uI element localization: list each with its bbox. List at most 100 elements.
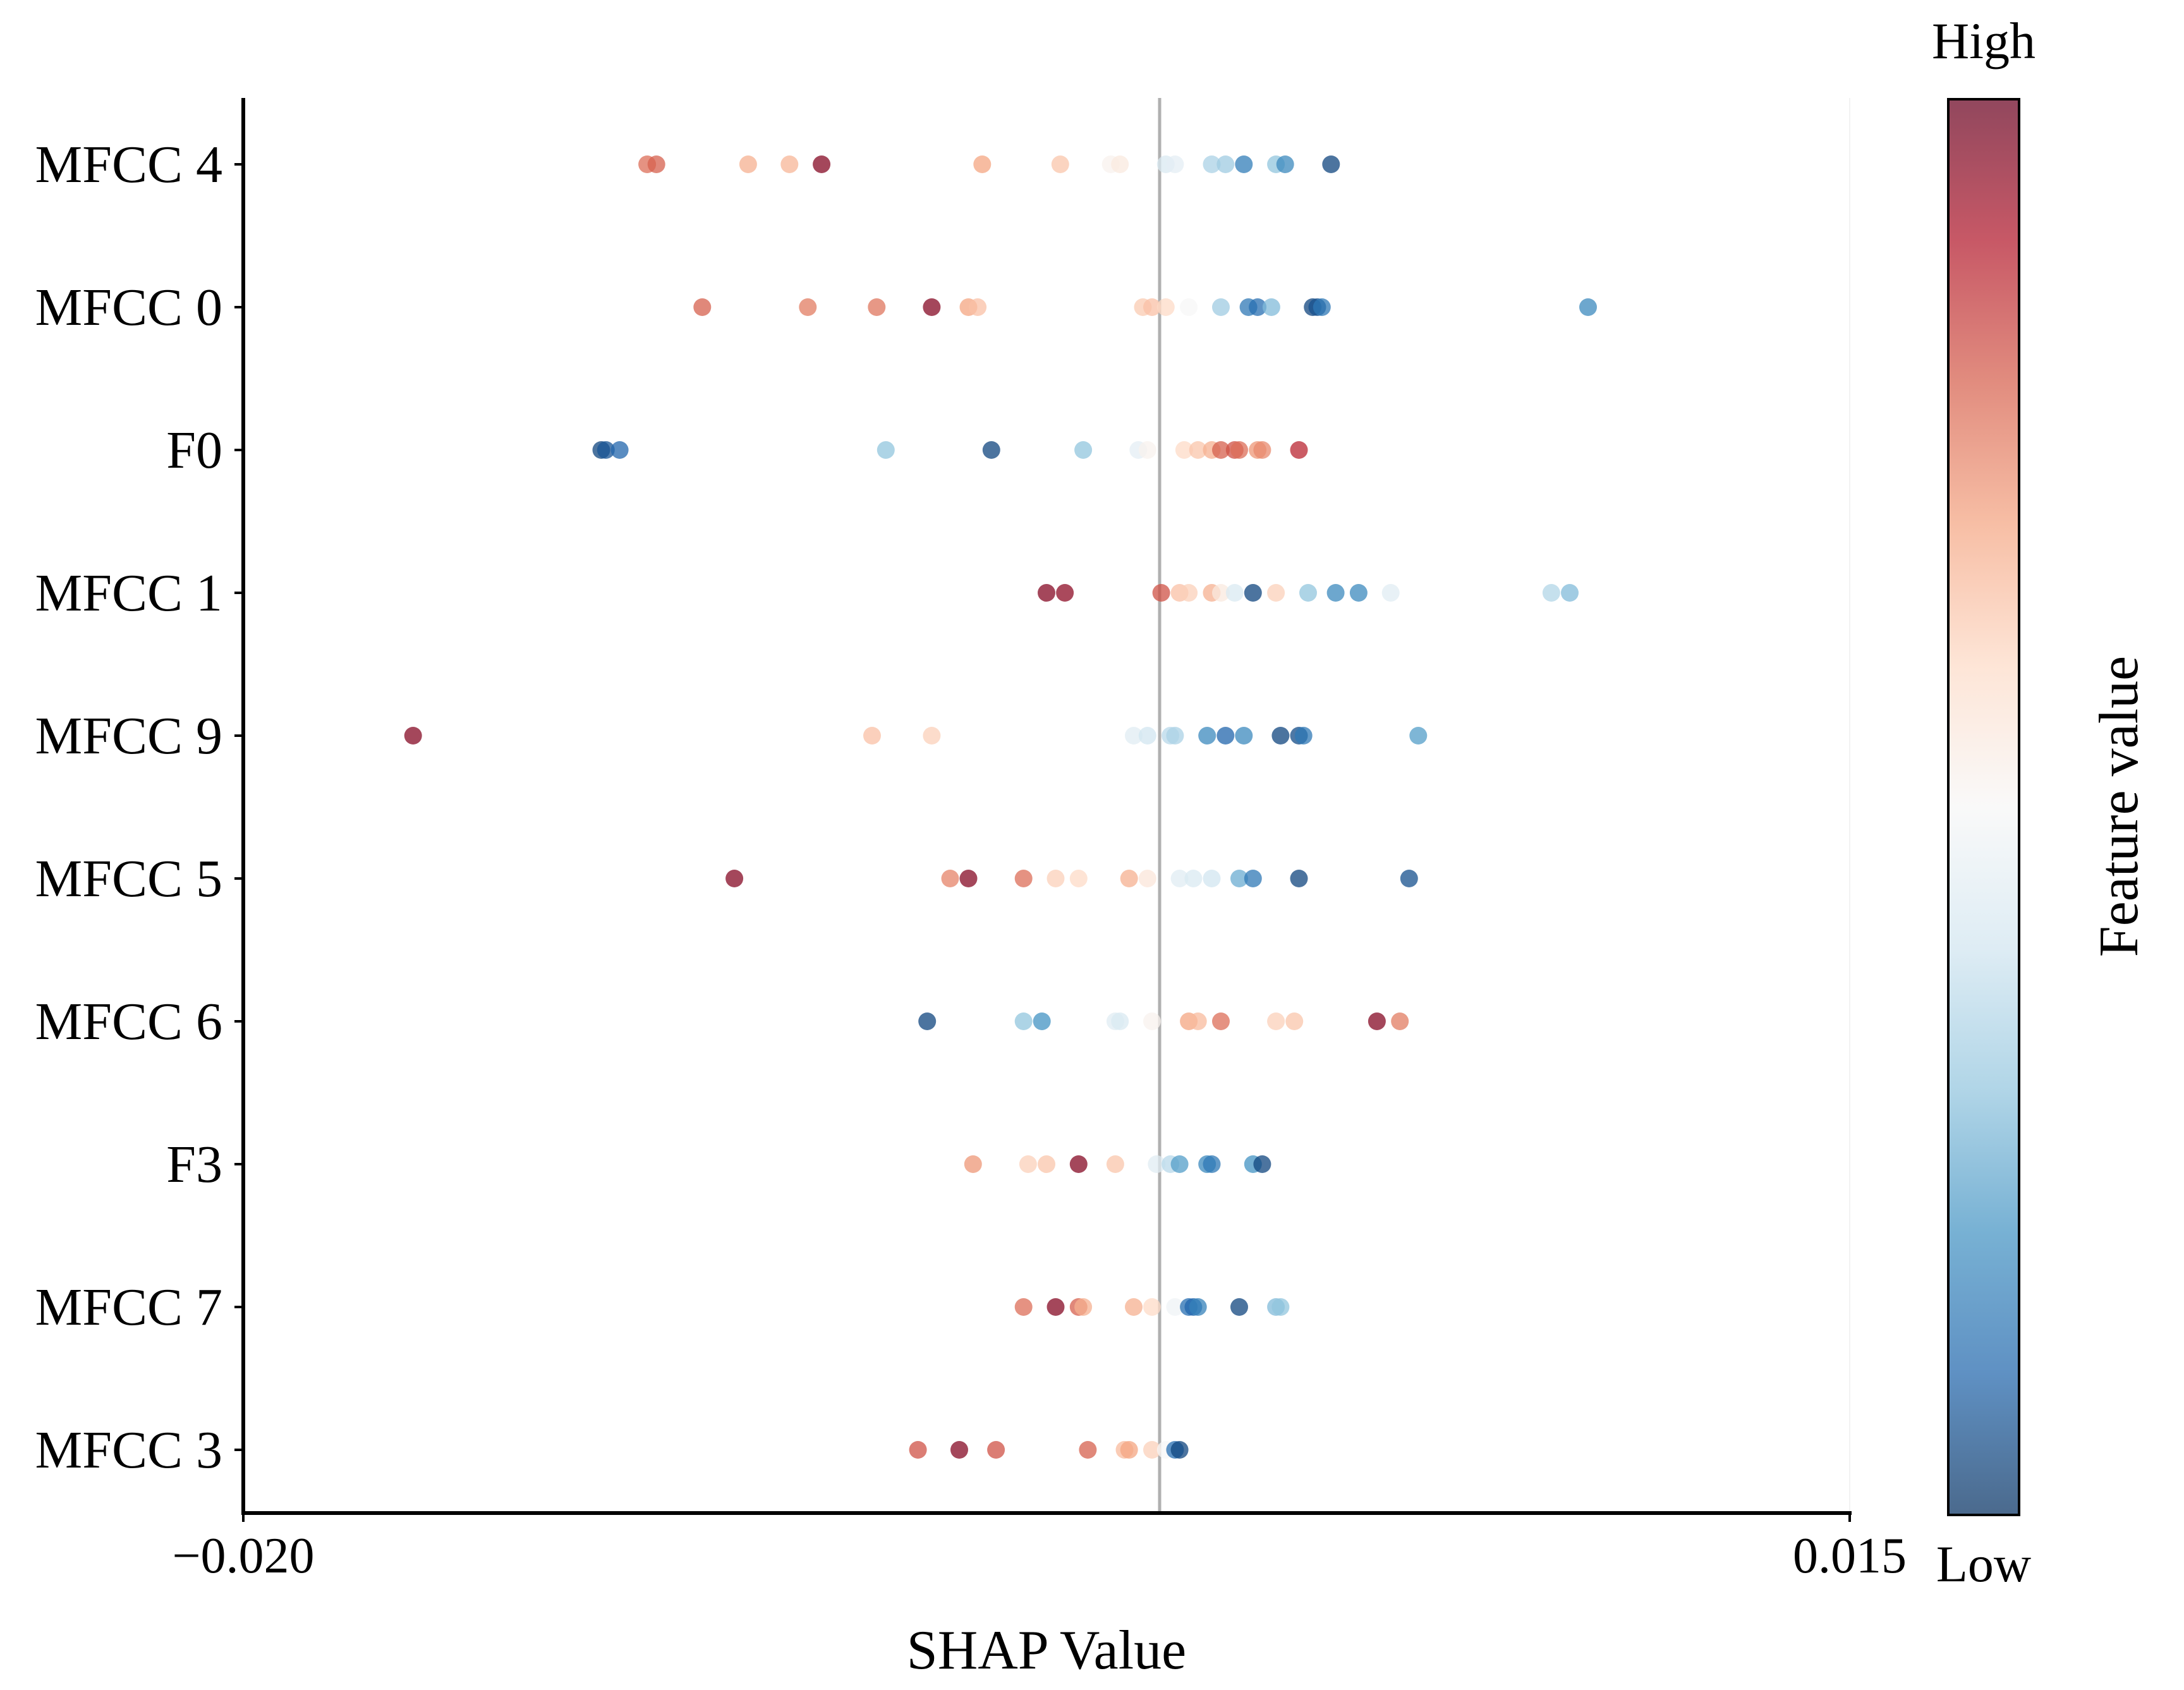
- x-axis-title: SHAP Value: [907, 1620, 1187, 1681]
- shap-point: [1244, 584, 1262, 602]
- colorbar: High Low Feature value: [1932, 12, 2150, 1593]
- shap-point: [799, 298, 817, 316]
- shap-point: [1038, 1155, 1055, 1173]
- shap-point: [1170, 1441, 1189, 1459]
- shap-point: [1267, 1012, 1285, 1030]
- shap-point: [1230, 441, 1248, 459]
- shap-point: [1138, 727, 1156, 745]
- shap-point: [1381, 584, 1400, 602]
- shap-point: [1203, 1155, 1221, 1173]
- shap-point: [1189, 441, 1207, 459]
- shap-point: [1216, 155, 1235, 173]
- shap-point: [1326, 584, 1345, 602]
- y-tick-label: MFCC 4: [35, 135, 222, 194]
- shap-point: [1299, 584, 1317, 602]
- shap-point: [597, 441, 615, 459]
- y-tick-label: F0: [166, 421, 222, 480]
- shap-point: [1143, 1012, 1161, 1030]
- shap-point: [1409, 727, 1428, 745]
- shap-point: [909, 1441, 927, 1459]
- shap-point: [1120, 1441, 1138, 1459]
- shap-point: [1290, 441, 1308, 459]
- shap-point: [1276, 155, 1294, 173]
- shap-point: [1313, 298, 1331, 316]
- shap-point: [647, 155, 665, 173]
- y-tick-label: MFCC 5: [35, 849, 222, 908]
- shap-point: [1166, 155, 1184, 173]
- shap-point: [1019, 1155, 1037, 1173]
- shap-point: [1051, 155, 1069, 173]
- shap-point: [877, 441, 895, 459]
- y-axis-labels: MFCC 4 MFCC 0 F0 MFCC 1 MFCC 9 MFCC 5 MFCC 6 F3…: [35, 135, 243, 1480]
- shap-point: [1290, 870, 1308, 887]
- shap-point: [1166, 727, 1184, 745]
- shap-point: [610, 441, 629, 459]
- shap-point: [1400, 870, 1418, 887]
- shap-point: [1203, 155, 1221, 173]
- shap-point: [1235, 727, 1253, 745]
- shap-point: [923, 727, 941, 745]
- shap-point: [1069, 870, 1088, 887]
- points-layer: [404, 155, 1597, 1459]
- shap-point: [1579, 298, 1597, 316]
- shap-point: [1212, 584, 1230, 602]
- shap-point: [1148, 1155, 1166, 1173]
- y-tick-label: F3: [166, 1135, 222, 1194]
- shap-point: [1267, 584, 1285, 602]
- shap-point: [1033, 1012, 1051, 1030]
- colorbar-gradient: [1947, 98, 2020, 1516]
- shap-point: [1542, 584, 1560, 602]
- shap-point: [1014, 1012, 1033, 1030]
- shap-point: [1368, 1012, 1386, 1030]
- shap-point: [1225, 584, 1244, 602]
- shap-point: [1056, 584, 1074, 602]
- shap-point: [964, 1155, 982, 1173]
- shap-point: [1014, 870, 1033, 887]
- shap-point: [1125, 727, 1143, 745]
- shap-point: [1253, 1155, 1271, 1173]
- shap-point: [813, 155, 831, 173]
- y-tick-label: MFCC 6: [35, 992, 222, 1051]
- shap-point: [969, 298, 987, 316]
- shap-point: [1125, 1298, 1143, 1316]
- shap-point: [1046, 870, 1065, 887]
- shap-point: [1271, 1298, 1290, 1316]
- shap-point: [987, 1441, 1005, 1459]
- y-tick-label: MFCC 9: [35, 707, 222, 765]
- shap-point: [1391, 1012, 1409, 1030]
- shap-point: [1189, 1012, 1207, 1030]
- shap-point: [1138, 870, 1156, 887]
- shap-point: [863, 727, 881, 745]
- shap-point: [1143, 298, 1161, 316]
- shap-point: [1156, 298, 1175, 316]
- shap-point: [950, 1441, 968, 1459]
- shap-point: [1152, 584, 1170, 602]
- x-tick-label-min: −0.020: [172, 1528, 314, 1584]
- shap-point: [1074, 1298, 1093, 1316]
- x-tick-label-max: 0.015: [1793, 1528, 1907, 1584]
- shap-point: [1253, 441, 1271, 459]
- shap-point: [1262, 298, 1280, 316]
- shap-point: [973, 155, 992, 173]
- shap-point: [1216, 727, 1235, 745]
- shap-point: [868, 298, 886, 316]
- y-tick-label: MFCC 1: [35, 564, 222, 623]
- shap-point: [1180, 584, 1198, 602]
- shap-point: [780, 155, 799, 173]
- shap-point: [1038, 584, 1055, 602]
- shap-point: [923, 298, 941, 316]
- colorbar-title: Feature value: [2089, 656, 2150, 957]
- shap-point: [1111, 155, 1129, 173]
- shap-point: [1184, 870, 1203, 887]
- shap-point: [1235, 155, 1253, 173]
- shap-point: [1046, 1298, 1065, 1316]
- shap-point: [1230, 1298, 1248, 1316]
- shap-point: [404, 727, 422, 745]
- shap-point: [1322, 155, 1340, 173]
- shap-point: [1230, 870, 1248, 887]
- shap-point: [1014, 1298, 1033, 1316]
- shap-point: [1203, 870, 1221, 887]
- shap-point: [959, 870, 978, 887]
- y-tick-label: MFCC 7: [35, 1278, 222, 1337]
- y-tick-label: MFCC 0: [35, 278, 222, 337]
